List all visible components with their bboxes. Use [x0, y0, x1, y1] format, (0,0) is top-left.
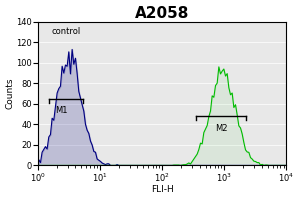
- Y-axis label: Counts: Counts: [6, 78, 15, 109]
- Text: M1: M1: [55, 106, 68, 115]
- Text: M2: M2: [215, 124, 227, 133]
- X-axis label: FLI-H: FLI-H: [151, 185, 173, 194]
- Title: A2058: A2058: [135, 6, 189, 21]
- Text: control: control: [52, 27, 81, 36]
